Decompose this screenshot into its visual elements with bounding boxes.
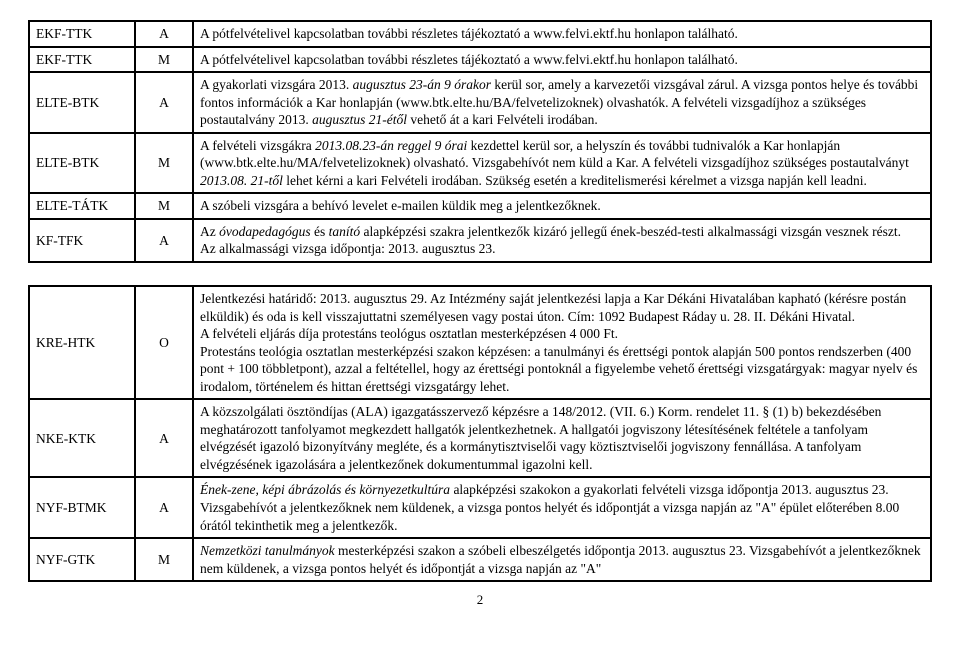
cell-description: Az óvodapedagógus és tanító alapképzési … [193, 219, 931, 262]
cell-type: A [135, 399, 193, 477]
page-number: 2 [28, 592, 932, 608]
cell-type: A [135, 21, 193, 47]
cell-code: NYF-GTK [29, 538, 135, 581]
cell-code: EKF-TTK [29, 47, 135, 73]
cell-type: M [135, 538, 193, 581]
cell-description: A közszolgálati ösztöndíjas (ALA) igazga… [193, 399, 931, 477]
cell-description: A pótfelvételivel kapcsolatban további r… [193, 21, 931, 47]
cell-type: A [135, 72, 193, 133]
cell-code: KRE-HTK [29, 286, 135, 399]
cell-type: A [135, 477, 193, 538]
cell-type: A [135, 219, 193, 262]
cell-description: A felvételi vizsgákra 2013.08.23-án regg… [193, 133, 931, 194]
cell-code: NKE-KTK [29, 399, 135, 477]
cell-description: Nemzetközi tanulmányok mesterképzési sza… [193, 538, 931, 581]
table-gap [29, 262, 931, 286]
cell-type: M [135, 47, 193, 73]
cell-code: ELTE-BTK [29, 133, 135, 194]
cell-code: ELTE-TÁTK [29, 193, 135, 219]
cell-code: ELTE-BTK [29, 72, 135, 133]
cell-type: M [135, 193, 193, 219]
cell-description: A pótfelvételivel kapcsolatban további r… [193, 47, 931, 73]
cell-description: A szóbeli vizsgára a behívó levelet e-ma… [193, 193, 931, 219]
cell-code: NYF-BTMK [29, 477, 135, 538]
cell-type: M [135, 133, 193, 194]
cell-description: Ének-zene, képi ábrázolás és környezetku… [193, 477, 931, 538]
info-table: EKF-TTKAA pótfelvételivel kapcsolatban t… [28, 20, 932, 582]
cell-type: O [135, 286, 193, 399]
cell-code: KF-TFK [29, 219, 135, 262]
cell-description: A gyakorlati vizsgára 2013. augusztus 23… [193, 72, 931, 133]
cell-description: Jelentkezési határidő: 2013. augusztus 2… [193, 286, 931, 399]
cell-code: EKF-TTK [29, 21, 135, 47]
